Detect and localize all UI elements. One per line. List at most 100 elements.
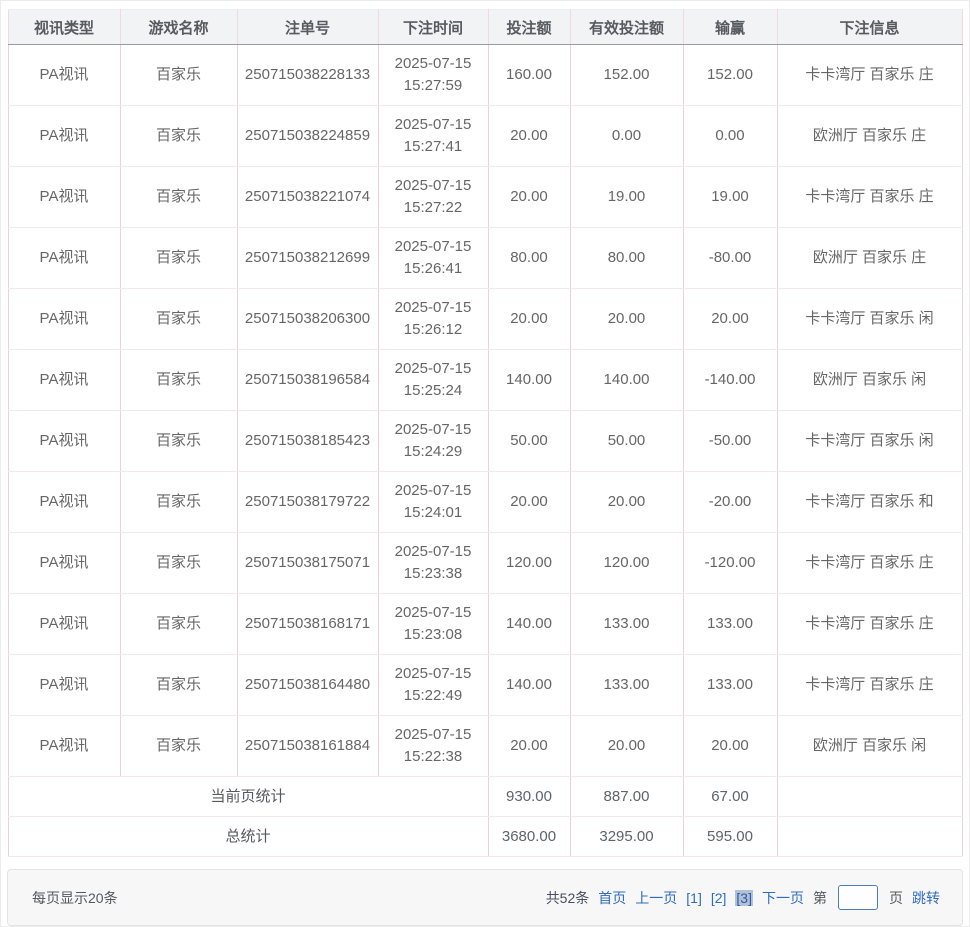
cell-winloss: -20.00: [682, 471, 778, 533]
table-row: PA视讯 百家乐 250715038196584 2025-07-15 15:25:24…: [7, 349, 963, 411]
cell-winloss: -120.00: [682, 532, 778, 594]
cell-bet-amount: 160.00: [487, 44, 571, 106]
page-link-3-current[interactable]: [3]: [735, 889, 753, 906]
cell-game-name: 百家乐: [119, 288, 238, 350]
cell-bet-no: 250715038196584: [236, 349, 379, 411]
cell-valid-amount: 50.00: [569, 410, 684, 472]
cell-game-name: 百家乐: [119, 227, 238, 289]
cell-video-type: PA视讯: [7, 288, 121, 350]
cell-winloss: -50.00: [682, 410, 778, 472]
cell-bet-amount: 80.00: [487, 227, 571, 289]
column-header-8: 下注信息: [776, 9, 963, 45]
cell-bet-no: 250715038161884: [236, 715, 379, 777]
page-stats-winloss: 67.00: [682, 776, 778, 817]
cell-video-type: PA视讯: [7, 166, 121, 228]
first-page-link[interactable]: 首页: [598, 889, 627, 906]
column-header-5: 投注额: [487, 9, 571, 45]
cell-bet-amount: 20.00: [487, 471, 571, 533]
cell-game-name: 百家乐: [119, 471, 238, 533]
page-number-input[interactable]: [838, 885, 878, 910]
total-stats-amount: 3680.00: [487, 816, 571, 857]
cell-winloss: 19.00: [682, 166, 778, 228]
table-row: PA视讯 百家乐 250715038179722 2025-07-15 15:24:01…: [7, 471, 963, 533]
column-header-7: 输赢: [682, 9, 778, 45]
cell-game-name: 百家乐: [119, 654, 238, 716]
cell-winloss: 152.00: [682, 44, 778, 106]
column-header-4: 下注时间: [377, 9, 489, 45]
total-stats-row: 总统计 3680.00 3295.00 595.00: [7, 816, 963, 857]
next-page-link[interactable]: 下一页: [762, 889, 804, 906]
cell-bet-no: 250715038206300: [236, 288, 379, 350]
cell-bet-time: 2025-07-15 15:27:59: [377, 44, 489, 106]
cell-bet-time: 2025-07-15 15:27:22: [377, 166, 489, 228]
cell-valid-amount: 19.00: [569, 166, 684, 228]
page-link-2[interactable]: [2]: [710, 889, 727, 906]
cell-winloss: 133.00: [682, 593, 778, 655]
cell-video-type: PA视讯: [7, 227, 121, 289]
cell-bet-no: 250715038179722: [236, 471, 379, 533]
cell-game-name: 百家乐: [119, 349, 238, 411]
cell-game-name: 百家乐: [119, 532, 238, 594]
cell-bet-amount: 20.00: [487, 105, 571, 167]
cell-bet-time: 2025-07-15 15:24:29: [377, 410, 489, 472]
cell-bet-no: 250715038228133: [236, 44, 379, 106]
jump-button[interactable]: 跳转: [912, 889, 940, 906]
cell-bet-no: 250715038224859: [236, 105, 379, 167]
column-header-6: 有效投注额: [569, 9, 684, 45]
table-row: PA视讯 百家乐 250715038212699 2025-07-15 15:26:41…: [7, 227, 963, 289]
cell-bet-info: 卡卡湾厅 百家乐 庄: [776, 654, 963, 716]
cell-bet-time: 2025-07-15 15:22:49: [377, 654, 489, 716]
table-row: PA视讯 百家乐 250715038175071 2025-07-15 15:23:38…: [7, 532, 963, 594]
cell-game-name: 百家乐: [119, 593, 238, 655]
cell-valid-amount: 20.00: [569, 288, 684, 350]
per-page-label: 每页显示20条: [32, 889, 118, 906]
pager: 共52条 首页 上一页 [1] [2] [3] 下一页 第 页 跳转: [546, 885, 940, 910]
cell-bet-info: 欧洲厅 百家乐 庄: [776, 227, 963, 289]
cell-valid-amount: 133.00: [569, 593, 684, 655]
cell-bet-time: 2025-07-15 15:26:41: [377, 227, 489, 289]
cell-bet-amount: 140.00: [487, 593, 571, 655]
page-stats-info: [776, 776, 963, 817]
table-row: PA视讯 百家乐 250715038228133 2025-07-15 15:27:59…: [7, 44, 963, 106]
cell-bet-no: 250715038164480: [236, 654, 379, 716]
cell-bet-info: 欧洲厅 百家乐 闲: [776, 715, 963, 777]
cell-valid-amount: 0.00: [569, 105, 684, 167]
page-stats-valid: 887.00: [569, 776, 684, 817]
total-stats-label: 总统计: [7, 816, 489, 857]
cell-winloss: 20.00: [682, 288, 778, 350]
cell-video-type: PA视讯: [7, 471, 121, 533]
cell-video-type: PA视讯: [7, 593, 121, 655]
cell-video-type: PA视讯: [7, 715, 121, 777]
cell-bet-no: 250715038212699: [236, 227, 379, 289]
cell-video-type: PA视讯: [7, 349, 121, 411]
table-header: 视讯类型 游戏名称 注单号 下注时间 投注额 有效投注额 输赢 下注信息: [7, 9, 963, 45]
cell-bet-time: 2025-07-15 15:22:38: [377, 715, 489, 777]
cell-valid-amount: 152.00: [569, 44, 684, 106]
cell-winloss: -140.00: [682, 349, 778, 411]
cell-bet-info: 卡卡湾厅 百家乐 庄: [776, 593, 963, 655]
total-stats-valid: 3295.00: [569, 816, 684, 857]
cell-bet-amount: 20.00: [487, 288, 571, 350]
cell-winloss: 20.00: [682, 715, 778, 777]
page-stats-label: 当前页统计: [7, 776, 489, 817]
cell-game-name: 百家乐: [119, 44, 238, 106]
cell-winloss: -80.00: [682, 227, 778, 289]
cell-video-type: PA视讯: [7, 532, 121, 594]
cell-bet-info: 卡卡湾厅 百家乐 庄: [776, 532, 963, 594]
table-row: PA视讯 百家乐 250715038164480 2025-07-15 15:22:49…: [7, 654, 963, 716]
cell-bet-no: 250715038168171: [236, 593, 379, 655]
cell-game-name: 百家乐: [119, 166, 238, 228]
column-header-2: 游戏名称: [119, 9, 238, 45]
total-count-label: 共52条: [545, 889, 590, 906]
prev-page-link[interactable]: 上一页: [635, 889, 678, 906]
column-header-3: 注单号: [236, 9, 379, 45]
cell-bet-info: 卡卡湾厅 百家乐 和: [776, 471, 963, 533]
page-link-1[interactable]: [1]: [686, 889, 702, 906]
table-row: PA视讯 百家乐 250715038168171 2025-07-15 15:23:08…: [7, 593, 963, 655]
cell-bet-amount: 140.00: [487, 349, 571, 411]
cell-winloss: 133.00: [682, 654, 778, 716]
cell-valid-amount: 140.00: [569, 349, 684, 411]
cell-bet-amount: 140.00: [487, 654, 571, 716]
cell-valid-amount: 20.00: [569, 471, 684, 533]
cell-video-type: PA视讯: [7, 654, 121, 716]
